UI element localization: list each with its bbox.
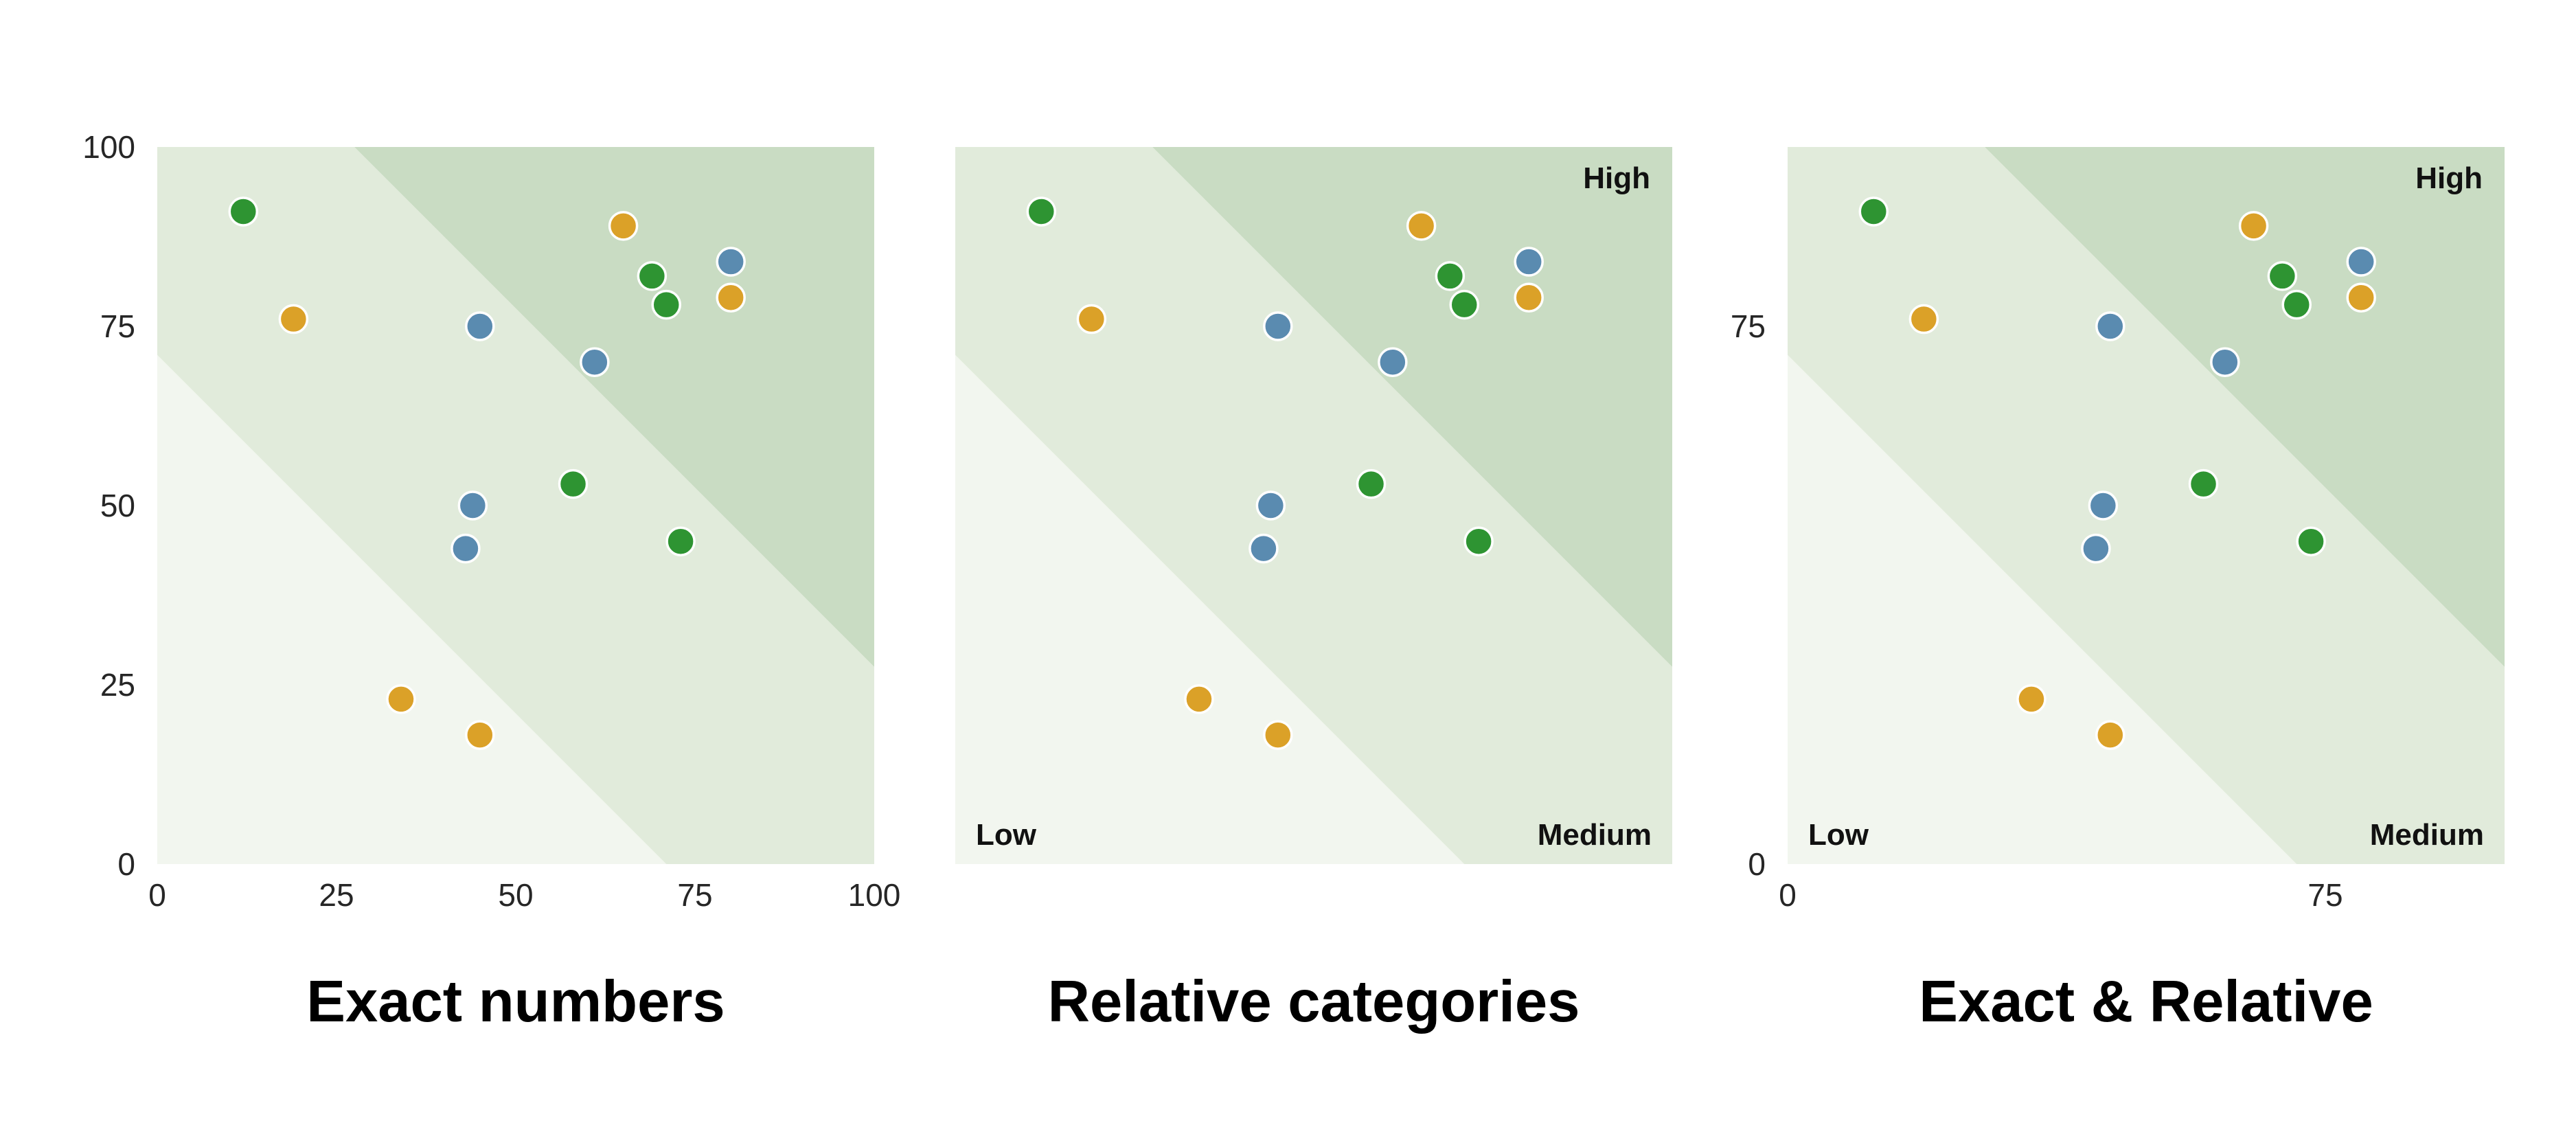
x-tick-label: 50	[498, 877, 534, 913]
point-orange	[1908, 304, 1939, 335]
band-high	[354, 147, 874, 667]
point-green	[2281, 289, 2312, 320]
point-green	[637, 261, 668, 291]
point-blue	[2081, 533, 2111, 564]
x-tick-label: 75	[2307, 877, 2343, 913]
point-green	[665, 526, 696, 556]
point-orange	[465, 720, 495, 750]
point-green	[1026, 196, 1057, 227]
panel-title: Exact numbers	[306, 969, 725, 1034]
point-blue	[580, 347, 610, 377]
point-green	[228, 196, 259, 227]
point-green	[1463, 526, 1494, 556]
panel-title: Exact & Relative	[1919, 969, 2373, 1034]
y-tick-label: 50	[100, 488, 135, 523]
band-medium	[1788, 147, 2505, 864]
band-label-high: High	[2415, 161, 2483, 195]
y-tick-label: 75	[1730, 308, 1766, 344]
scatter-plot-area	[157, 147, 874, 864]
point-green	[2296, 526, 2326, 556]
point-orange	[1406, 211, 1437, 241]
x-tick-label: 75	[677, 877, 713, 913]
band-label-low: Low	[1808, 818, 1869, 852]
y-tick-label: 0	[117, 846, 135, 882]
point-blue	[1249, 533, 1279, 564]
panel-exact-numbers: Exact numbers 0 25 50 75 100 0 25 50 75 100	[82, 131, 900, 1031]
point-orange	[2238, 211, 2269, 241]
x-tick-label: 0	[1779, 877, 1797, 913]
point-blue	[451, 533, 481, 564]
point-orange	[2016, 684, 2047, 714]
point-orange	[1263, 720, 1293, 750]
x-tick-label: 100	[847, 877, 901, 913]
point-orange	[1514, 282, 1544, 313]
band-label-medium: Medium	[1537, 818, 1652, 852]
band-label-low: Low	[976, 818, 1036, 852]
y-tick-label: 75	[100, 308, 135, 344]
point-orange	[608, 211, 639, 241]
point-green	[1858, 196, 1889, 227]
panel-exact-and-relative: Exact & Relative 0 75 0 75 High Low Medium	[1731, 147, 2505, 1031]
scatter-plot-area	[955, 147, 1672, 864]
band-medium	[157, 147, 874, 864]
point-green	[1435, 261, 1466, 291]
y-tick-label: 25	[100, 667, 135, 703]
point-green	[651, 289, 681, 320]
y-tick-label: 100	[82, 129, 135, 165]
point-blue	[716, 247, 746, 277]
point-green	[1356, 468, 1387, 499]
point-blue	[2210, 347, 2240, 377]
point-blue	[465, 311, 495, 341]
band-label-high: High	[1583, 161, 1650, 195]
scatter-plot-area	[1788, 147, 2505, 864]
panel-title: Relative categories	[1047, 969, 1580, 1034]
point-orange	[386, 684, 416, 714]
point-orange	[2346, 282, 2376, 313]
x-tick-label: 0	[148, 877, 166, 913]
x-tick-label: 25	[319, 877, 354, 913]
point-blue	[1378, 347, 1408, 377]
point-orange	[2095, 720, 2125, 750]
scatter-canvas	[1788, 147, 2505, 864]
point-blue	[1514, 247, 1544, 277]
point-blue	[1255, 490, 1286, 521]
point-blue	[1263, 311, 1293, 341]
band-medium	[955, 147, 1672, 864]
point-orange	[716, 282, 746, 313]
scatter-canvas	[157, 147, 874, 864]
scatter-canvas	[955, 147, 1672, 864]
point-orange	[1076, 304, 1107, 335]
point-blue	[2088, 490, 2119, 521]
point-blue	[457, 490, 488, 521]
y-tick-label: 0	[1748, 846, 1766, 882]
point-green	[558, 468, 589, 499]
point-green	[2267, 261, 2298, 291]
point-green	[2188, 468, 2219, 499]
point-orange	[1184, 684, 1214, 714]
point-blue	[2095, 311, 2125, 341]
point-orange	[278, 304, 309, 335]
panel-relative-categories: Relative categories High Low Medium	[955, 147, 1672, 1031]
point-blue	[2346, 247, 2376, 277]
band-label-medium: Medium	[2369, 818, 2484, 852]
point-green	[1449, 289, 1479, 320]
